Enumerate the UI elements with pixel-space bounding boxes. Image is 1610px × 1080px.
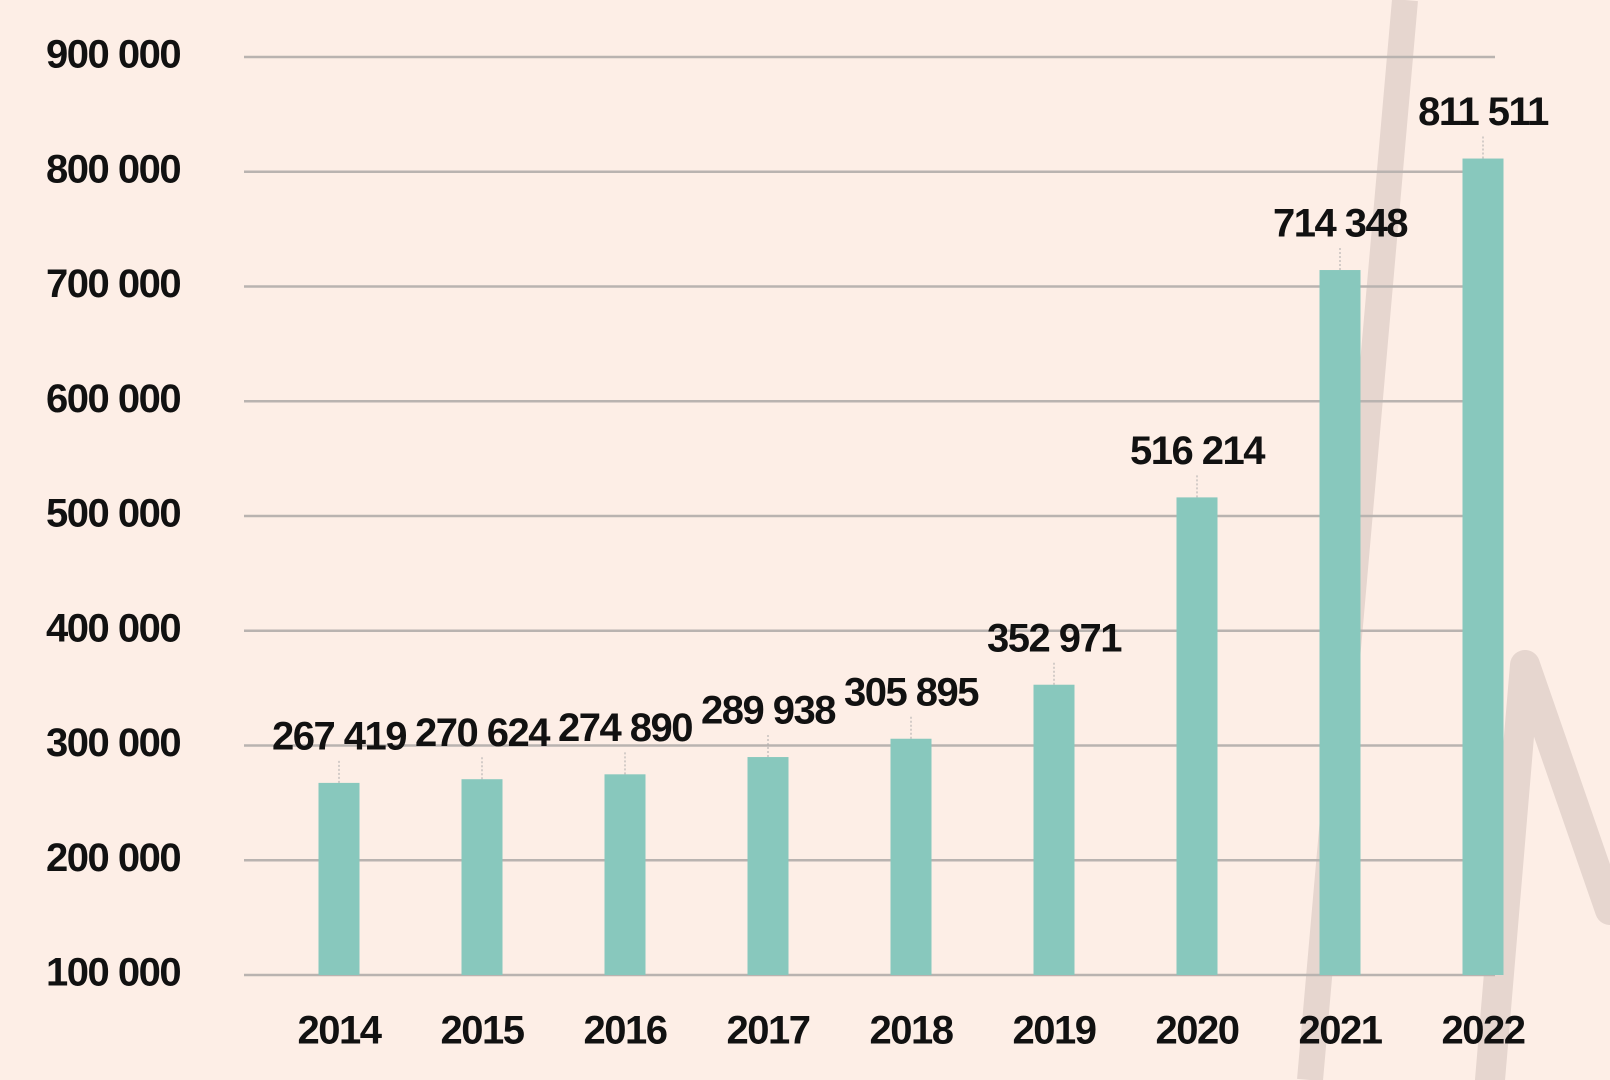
- x-tick-label: 2018: [870, 1009, 954, 1053]
- x-tick-label: 2017: [727, 1009, 810, 1053]
- value-label: 811 511: [1418, 90, 1549, 134]
- bar: [1033, 684, 1075, 975]
- x-tick-label: 2014: [298, 1009, 383, 1053]
- value-label: 305 895: [844, 670, 979, 714]
- y-tick-label: 200 000: [46, 836, 180, 880]
- bar: [1319, 270, 1361, 976]
- x-tick-label: 2022: [1442, 1009, 1525, 1053]
- value-label: 289 938: [701, 689, 836, 733]
- x-tick-label: 2019: [1013, 1009, 1096, 1053]
- y-tick-label: 900 000: [46, 33, 180, 77]
- bar: [747, 757, 789, 975]
- bar: [1462, 158, 1504, 975]
- y-tick-label: 700 000: [46, 262, 180, 306]
- x-tick-label: 2015: [441, 1009, 525, 1053]
- y-tick-label: 800 000: [46, 147, 180, 191]
- x-tick-label: 2021: [1299, 1009, 1383, 1053]
- y-tick-label: 100 000: [46, 951, 180, 995]
- x-tick-label: 2020: [1156, 1009, 1239, 1053]
- value-label: 516 214: [1130, 429, 1266, 473]
- value-label: 352 971: [987, 616, 1122, 660]
- bar: [1176, 497, 1218, 975]
- bar: [890, 738, 932, 975]
- value-label: 270 624: [415, 711, 551, 755]
- bar: [461, 779, 503, 975]
- bar: [604, 774, 646, 975]
- y-tick-label: 600 000: [46, 377, 180, 421]
- y-tick-label: 300 000: [46, 721, 180, 765]
- value-label: 267 419: [272, 714, 406, 758]
- y-tick-label: 400 000: [46, 606, 180, 650]
- value-label: 714 348: [1273, 202, 1408, 246]
- value-label: 274 890: [558, 706, 692, 750]
- x-tick-label: 2016: [584, 1009, 667, 1053]
- y-tick-label: 500 000: [46, 492, 180, 536]
- bar: [318, 782, 360, 975]
